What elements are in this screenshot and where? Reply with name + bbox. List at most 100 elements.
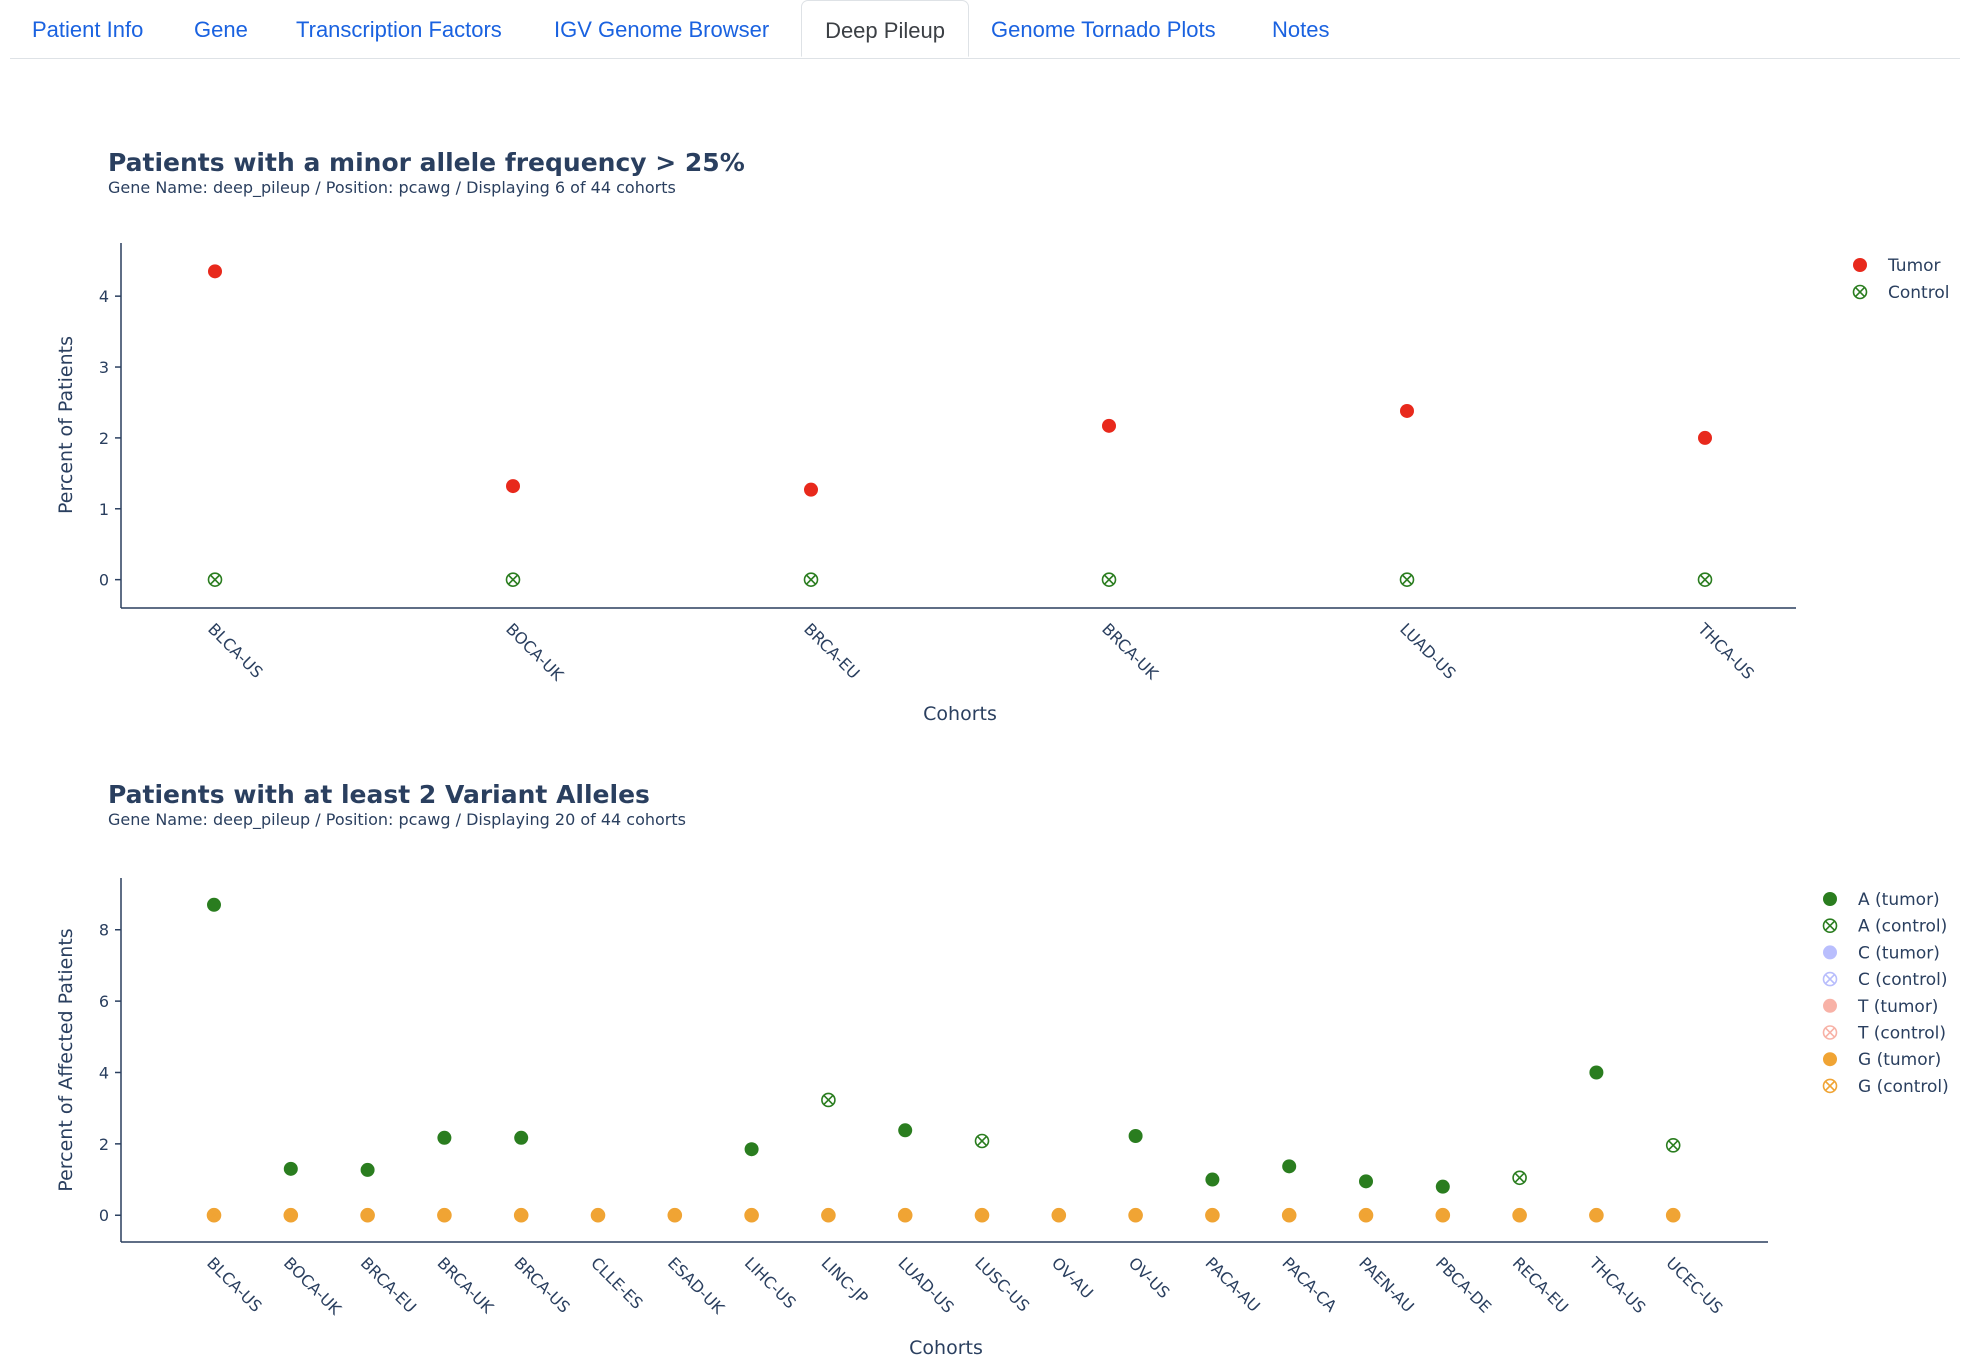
data-point	[1399, 572, 1415, 587]
x-tick-label: BRCA-US	[510, 1253, 573, 1316]
data-point	[803, 572, 819, 587]
legend-label: Control	[1888, 283, 1949, 303]
data-point	[1698, 430, 1712, 445]
data-point	[1282, 1159, 1297, 1174]
chart1-title: Patients with a minor allele frequency >…	[108, 148, 745, 177]
legend-marker	[1822, 1078, 1838, 1094]
legend-marker	[1823, 945, 1837, 960]
data-point	[1205, 1172, 1220, 1187]
x-tick-label: ESAD-UK	[664, 1253, 729, 1318]
tab-bar: Patient Info Gene Transcription Factors …	[10, 0, 1960, 59]
data-point	[506, 479, 520, 494]
legend-marker	[1823, 998, 1837, 1013]
y-tick-label: 4	[99, 1063, 109, 1082]
x-tick-label: LUAD-US	[1396, 619, 1459, 682]
y-axis-title: Percent of Affected Patients	[55, 928, 77, 1191]
legend-label: A (tumor)	[1858, 890, 1940, 910]
data-point	[208, 264, 222, 279]
data-point	[207, 897, 221, 912]
legend-label: G (tumor)	[1858, 1050, 1941, 1070]
data-point	[1101, 572, 1117, 587]
chart1-plot: 0 1 2 3 4 BLCA-US BOCA-UK BRCA-EU BRCA-UK LUAD-US…	[55, 243, 1949, 725]
x-tick-label: LINC-JP	[818, 1253, 873, 1308]
data-point	[283, 1207, 299, 1223]
y-tick-label: 0	[99, 1206, 109, 1225]
x-tick-label: BLCA-US	[203, 1253, 265, 1315]
data-point	[974, 1133, 990, 1149]
data-point	[897, 1207, 913, 1223]
data-point	[1359, 1174, 1373, 1189]
tab-genome-tornado-plots[interactable]: Genome Tornado Plots	[991, 17, 1216, 42]
x-tick-label: BLCA-US	[204, 619, 266, 681]
y-tick-label: 1	[99, 500, 109, 519]
data-point	[437, 1207, 452, 1223]
x-tick-label: UCEC-US	[1662, 1253, 1726, 1317]
legend-label: A (control)	[1858, 917, 1947, 937]
x-tick-label: RECA-EU	[1509, 1253, 1572, 1316]
x-tick-label: PACA-AU	[1202, 1253, 1264, 1315]
y-tick-label: 2	[99, 1135, 109, 1154]
legend-label: T (control)	[1857, 1024, 1946, 1044]
data-point	[1435, 1207, 1451, 1223]
legend-label: T (tumor)	[1857, 997, 1938, 1017]
legend-marker	[1823, 892, 1837, 906]
data-point	[898, 1123, 913, 1138]
tab-transcription-factors[interactable]: Transcription Factors	[296, 17, 502, 42]
data-point	[360, 1162, 375, 1177]
y-tick-label: 8	[99, 921, 109, 940]
x-tick-label: BRCA-UK	[434, 1253, 498, 1317]
tab-gene[interactable]: Gene	[194, 17, 248, 42]
data-point	[821, 1092, 836, 1108]
x-tick-label: LUAD-US	[894, 1253, 957, 1316]
data-point	[744, 1207, 759, 1223]
data-point	[804, 482, 818, 497]
y-tick-label: 4	[99, 287, 109, 306]
data-point	[1665, 1207, 1681, 1223]
data-point	[1205, 1207, 1220, 1223]
data-point	[1281, 1207, 1297, 1223]
y-axis-title: Percent of Patients	[55, 336, 77, 514]
chart2-plot: 0 2 4 6 8 BLCA-US BOCA-UK BRCA-EU BRCA-UK BRCA-US…	[55, 878, 1949, 1359]
x-tick-label: THCA-US	[1693, 619, 1758, 684]
data-point	[1589, 1207, 1604, 1223]
legend-marker	[1822, 971, 1838, 987]
x-tick-label: PBCA-DE	[1432, 1253, 1495, 1316]
tab-notes[interactable]: Notes	[1272, 17, 1330, 42]
y-tick-label: 2	[99, 429, 109, 448]
x-tick-label: OV-AU	[1048, 1253, 1097, 1302]
data-point	[1589, 1065, 1604, 1080]
data-point	[513, 1207, 529, 1223]
data-point	[667, 1207, 683, 1223]
x-tick-label: LUSC-US	[971, 1253, 1033, 1315]
x-tick-label: THCA-US	[1585, 1253, 1650, 1318]
y-tick-label: 0	[99, 571, 109, 590]
x-tick-label: PAEN-AU	[1355, 1253, 1418, 1316]
legend-marker	[1822, 918, 1838, 933]
tab-deep-pileup[interactable]: Deep Pileup	[801, 0, 969, 57]
data-point	[1400, 403, 1414, 418]
data-point	[1102, 418, 1116, 433]
tab-patient-info[interactable]: Patient Info	[32, 17, 144, 42]
legend-label: C (control)	[1858, 970, 1947, 990]
data-point	[1512, 1207, 1527, 1223]
data-point	[590, 1207, 606, 1223]
x-tick-label: LIHC-US	[741, 1253, 800, 1312]
data-point	[206, 1207, 222, 1223]
data-point	[1128, 1129, 1143, 1144]
data-point	[1435, 1179, 1450, 1194]
legend-marker	[1822, 1025, 1838, 1040]
data-point	[821, 1207, 836, 1223]
legend-marker	[1853, 258, 1867, 272]
data-point	[744, 1142, 759, 1157]
data-point	[437, 1130, 452, 1145]
data-point	[360, 1207, 375, 1223]
x-tick-label: BRCA-EU	[357, 1253, 420, 1316]
legend-label: Tumor	[1887, 256, 1941, 276]
x-tick-label: BOCA-UK	[280, 1253, 345, 1318]
x-tick-label: BOCA-UK	[502, 619, 567, 684]
chart1-subtitle: Gene Name: deep_pileup / Position: pcawg…	[108, 178, 676, 197]
x-tick-label: OV-US	[1125, 1253, 1174, 1302]
data-point	[1665, 1137, 1681, 1153]
x-tick-label: CLLE-ES	[587, 1253, 647, 1313]
tab-igv-genome-browser[interactable]: IGV Genome Browser	[554, 17, 770, 42]
